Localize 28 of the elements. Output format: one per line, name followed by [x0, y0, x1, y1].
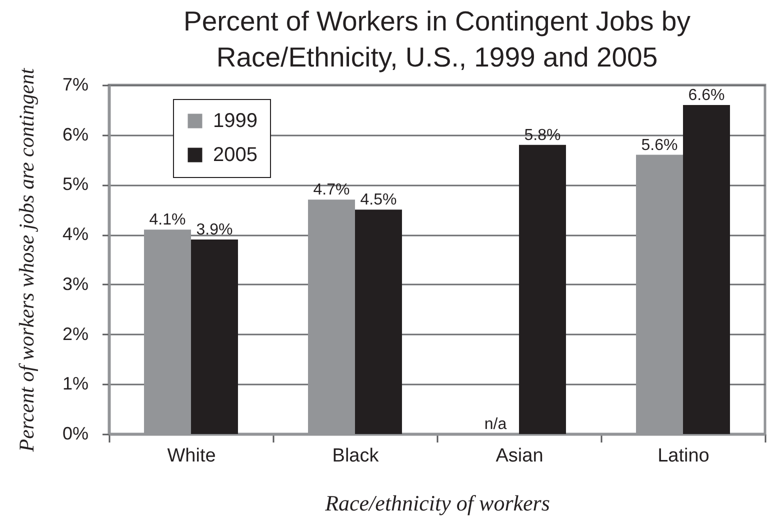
legend-label: 1999 [213, 110, 258, 132]
x-axis-title: Race/ethnicity of workers [324, 490, 550, 516]
y-tick-label: 5% [62, 174, 88, 194]
y-tick-label: 4% [62, 224, 88, 244]
y-tick-label: 6% [62, 124, 88, 144]
data-label: 5.6% [641, 136, 678, 154]
y-tick-label: 3% [62, 274, 88, 294]
data-label: 4.5% [360, 192, 397, 209]
x-tick-label: Latino [658, 446, 710, 466]
chart-title: Percent of Workers in Contingent Jobs by Race/Ethnicity, U.S., 1999 and 2005 [184, 5, 691, 72]
x-tick-label: White [167, 446, 216, 466]
y-tick-label: 1% [62, 374, 88, 394]
bar [519, 144, 566, 434]
bar [355, 210, 402, 434]
bar [191, 240, 238, 434]
data-label: 4.7% [313, 182, 350, 199]
bar [683, 104, 730, 434]
y-tick-label: 7% [62, 74, 88, 94]
data-label: 6.6% [688, 86, 725, 104]
y-tick-label: 0% [62, 424, 88, 444]
y-axis-title: Percent of workers whose jobs are contingent [14, 67, 38, 453]
x-tick-label: Asian [496, 446, 544, 466]
text: n/a [484, 416, 507, 433]
y-tick-label: 2% [62, 324, 88, 344]
x-tick-label: Black [332, 446, 380, 466]
data-label: 3.9% [196, 222, 233, 239]
data-label: 4.1% [149, 212, 186, 229]
legend-label: 2005 [213, 144, 258, 166]
